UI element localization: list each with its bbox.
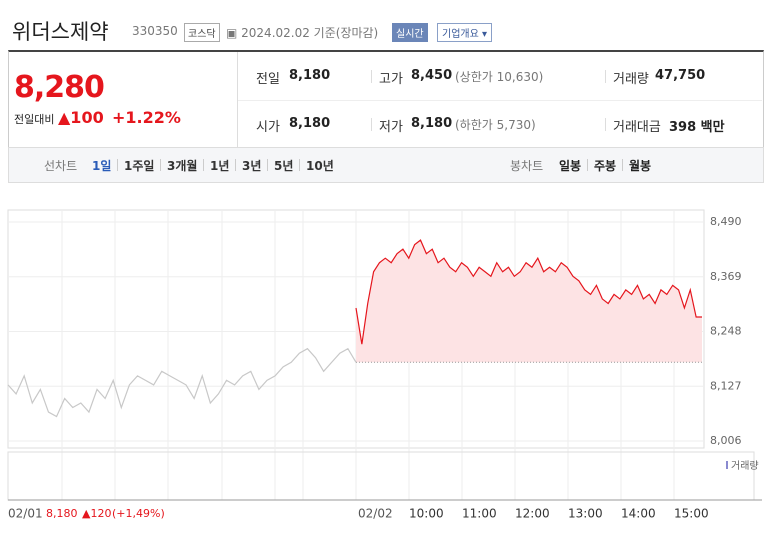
price-line [355, 239, 702, 345]
x-tick-label: 15:00 [674, 507, 709, 521]
item-value: 8,450 [411, 68, 453, 83]
tab[interactable]: 월봉 [629, 159, 652, 173]
tab-label: 봉차트 [510, 159, 544, 173]
stock-name: 위더스제약 [12, 20, 109, 44]
price-line [7, 347, 357, 418]
x-tick-label: 02/01 [8, 507, 43, 521]
y-tick-label: 8,127 [710, 379, 742, 392]
divider [237, 52, 238, 148]
company-text: 기업개요 [442, 29, 479, 40]
market-badge: 코스닥 [184, 23, 220, 42]
item-label: 저가 [379, 120, 403, 135]
item-value: 47,750 [655, 68, 706, 83]
item-label: 전일 [256, 72, 280, 87]
separator [371, 118, 372, 131]
x-tick-label: 02/02 [358, 507, 393, 521]
separator [605, 70, 606, 83]
separator [605, 118, 606, 131]
y-tick-label: 8,006 [710, 434, 742, 447]
stock-code: 330350 [132, 24, 178, 38]
tab[interactable]: 일봉 [559, 159, 582, 173]
separator [622, 159, 623, 171]
separator [299, 159, 300, 171]
volume-panel [7, 451, 755, 501]
separator [267, 159, 268, 171]
change-pct: +1.22% [112, 108, 181, 127]
separator [235, 159, 236, 171]
divider [238, 100, 762, 101]
separator [117, 159, 118, 171]
item-label: 고가 [379, 72, 403, 87]
company-button[interactable]: 기업개요 ▾ [437, 23, 493, 42]
item-sub: (하한가 5,730) [455, 118, 536, 132]
realtime-badge[interactable]: 실시간 [392, 23, 428, 42]
item-value: 8,180 [411, 116, 453, 131]
volume-label: 거래량 [731, 460, 759, 472]
separator [160, 159, 161, 171]
tab[interactable]: 주봉 [594, 159, 617, 173]
tab[interactable]: 1주일 [124, 159, 155, 173]
item-value: 8,180 [289, 68, 331, 83]
item-sub: (상한가 10,630) [455, 70, 544, 84]
volume-key [726, 461, 728, 469]
prev-change: ▲120 [82, 507, 111, 520]
date: ▣ 2024.02.02 기준(장마감) [226, 26, 379, 40]
separator [587, 159, 588, 171]
tab-bar [8, 147, 764, 183]
separator [371, 70, 372, 83]
prev-change-pct: (+1,49%) [112, 507, 165, 520]
item-value: 8,180 [289, 116, 331, 131]
x-tick-label: 13:00 [568, 507, 603, 521]
area-fill [356, 240, 702, 363]
price: 8,280 [14, 70, 105, 105]
item-label: 거래량 [613, 72, 649, 87]
x-tick-label: 12:00 [515, 507, 550, 521]
change-label: 전일대비 [14, 113, 55, 126]
y-tick-label: 8,248 [710, 325, 742, 338]
tab[interactable]: 3년 [242, 159, 262, 173]
tab[interactable]: 3개월 [167, 159, 198, 173]
x-tick-label: 10:00 [409, 507, 444, 521]
item-value: 398 백만 [669, 120, 725, 135]
separator [203, 159, 204, 171]
tab[interactable]: 1년 [210, 159, 230, 173]
x-tick-label: 11:00 [462, 507, 497, 521]
x-tick-label: 14:00 [621, 507, 656, 521]
date-text: 2024.02.02 기준(장마감) [241, 26, 379, 40]
y-tick-label: 8,369 [710, 270, 742, 283]
tab[interactable]: 10년 [306, 159, 334, 173]
tab-label: 선차트 [44, 159, 78, 173]
prev-close-label: 8,180 [46, 507, 78, 520]
tab[interactable]: 5년 [274, 159, 294, 173]
y-tick-label: 8,490 [710, 215, 742, 228]
item-label: 거래대금 [613, 120, 661, 135]
tab[interactable]: 1일 [92, 159, 112, 173]
change: ▲100 [58, 108, 104, 127]
item-label: 시가 [256, 120, 280, 135]
